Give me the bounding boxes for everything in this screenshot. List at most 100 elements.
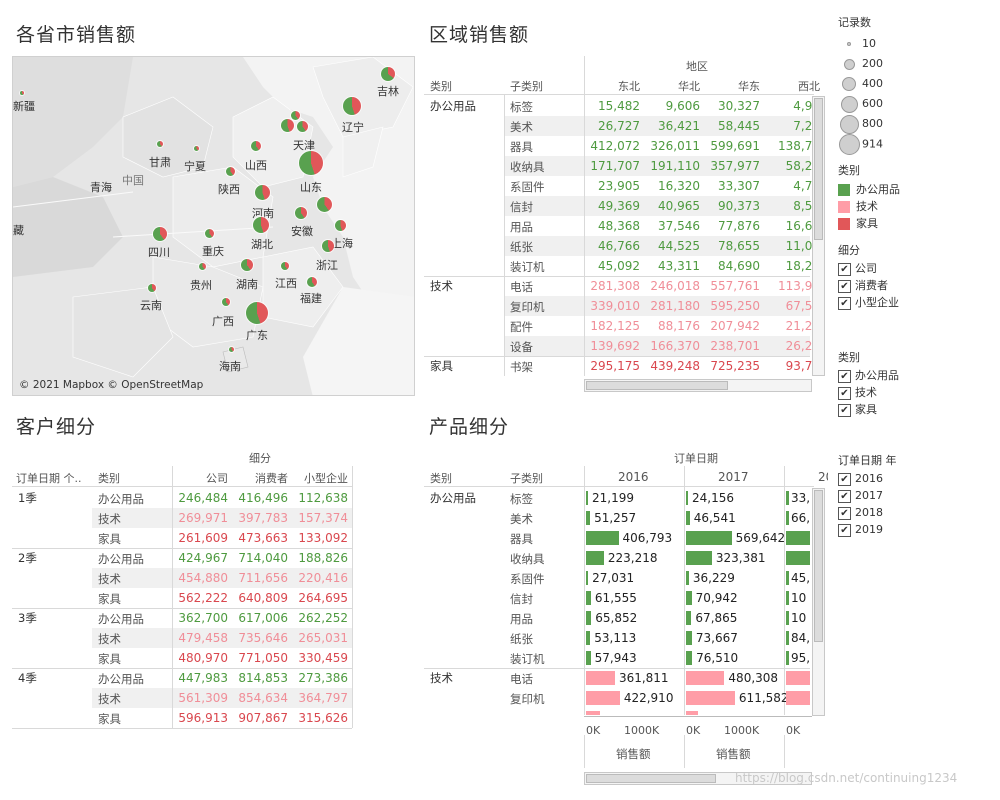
region-value-cell[interactable]: 33,307	[718, 179, 760, 193]
customer-category[interactable]: 办公用品	[98, 552, 144, 566]
region-subcategory[interactable]: 复印机	[510, 300, 545, 314]
customer-category[interactable]: 技术	[98, 572, 121, 586]
region-subcategory[interactable]: 系固件	[510, 180, 545, 194]
pie-marker-jiangxi[interactable]	[281, 262, 289, 270]
pie-marker-guizhou[interactable]	[199, 263, 206, 270]
region-subcategory[interactable]: 标签	[510, 100, 533, 114]
region-value-cell[interactable]: 295,175	[590, 359, 640, 373]
customer-value-cell[interactable]: 814,853	[238, 671, 288, 685]
product-bar-2016[interactable]	[586, 651, 591, 665]
product-bar-2018[interactable]	[786, 531, 810, 545]
product-bar-2018[interactable]	[786, 611, 789, 625]
pie-marker-xinjiang[interactable]	[20, 91, 24, 95]
region-value-cell[interactable]: 58,445	[718, 119, 760, 133]
product-subcategory[interactable]: 系固件	[510, 572, 545, 586]
region-value-cell[interactable]: 77,876	[718, 219, 760, 233]
region-value-cell[interactable]: 599,691	[710, 139, 760, 153]
product-horizontal-scroll-thumb[interactable]	[586, 774, 716, 783]
category-legend-item[interactable]: 家具	[838, 215, 988, 232]
product-subcategory[interactable]: 装订机	[510, 652, 545, 666]
product-subcategory[interactable]: 信封	[510, 592, 533, 606]
region-vertical-scroll-thumb[interactable]	[814, 98, 823, 240]
pie-marker-chongqing[interactable]	[205, 229, 214, 238]
customer-value-cell[interactable]: 473,663	[238, 531, 288, 545]
pie-marker-shaanxi[interactable]	[226, 167, 235, 176]
region-vertical-scrollbar[interactable]	[812, 96, 825, 376]
product-bar-2017[interactable]	[686, 511, 690, 525]
customer-value-cell[interactable]: 454,880	[178, 571, 228, 585]
customer-value-cell[interactable]: 265,031	[298, 631, 348, 645]
product-subcategory[interactable]: 器具	[510, 532, 533, 546]
product-bar-2016[interactable]	[586, 511, 591, 525]
customer-value-cell[interactable]: 246,484	[178, 491, 228, 505]
region-value-cell[interactable]: 78,655	[718, 239, 760, 253]
pie-marker-guangxi[interactable]	[222, 298, 230, 306]
product-bar-2018[interactable]	[786, 571, 789, 585]
region-value-cell[interactable]: 21,20	[785, 319, 820, 333]
customer-col-quarter[interactable]: 订单日期 个..	[16, 472, 82, 485]
region-subcategory[interactable]: 信封	[510, 200, 533, 214]
pie-marker-guangdong[interactable]	[246, 302, 268, 324]
region-horizontal-scroll-thumb[interactable]	[586, 381, 728, 390]
customer-category[interactable]: 技术	[98, 632, 121, 646]
category-filter-option[interactable]: ✔ 技术	[838, 384, 988, 401]
product-bar-2016[interactable]	[586, 551, 604, 565]
checkbox-checked-icon[interactable]: ✔	[838, 262, 851, 276]
product-subcategory[interactable]: 纸张	[510, 632, 533, 646]
product-bar-2017[interactable]	[686, 631, 692, 645]
region-value-cell[interactable]: 171,707	[590, 159, 640, 173]
year-filter-option[interactable]: ✔ 2017	[838, 487, 988, 504]
region-value-cell[interactable]: 43,311	[658, 259, 700, 273]
region-subcategory[interactable]: 设备	[510, 340, 533, 354]
region-subcategory[interactable]: 用品	[510, 220, 533, 234]
customer-value-cell[interactable]: 640,809	[238, 591, 288, 605]
region-value-cell[interactable]: 595,250	[710, 299, 760, 313]
product-subcategory[interactable]: 美术	[510, 512, 533, 526]
customer-value-cell[interactable]: 269,971	[178, 511, 228, 525]
customer-value-cell[interactable]: 447,983	[178, 671, 228, 685]
product-bar-2016[interactable]	[586, 611, 592, 625]
product-bar-2016[interactable]	[586, 631, 591, 645]
product-bar-2017[interactable]	[686, 551, 712, 565]
customer-value-cell[interactable]: 112,638	[298, 491, 348, 505]
pie-marker-tianjin[interactable]	[297, 121, 308, 132]
pie-marker-henan[interactable]	[255, 185, 270, 200]
region-value-cell[interactable]: 36,421	[658, 119, 700, 133]
region-col-2[interactable]: 华东	[738, 80, 760, 93]
region-value-cell[interactable]: 67,52	[785, 299, 820, 313]
product-bar-2016[interactable]	[586, 591, 591, 605]
region-value-cell[interactable]: 46,766	[598, 239, 640, 253]
customer-value-cell[interactable]: 362,700	[178, 611, 228, 625]
customer-value-cell[interactable]: 220,416	[298, 571, 348, 585]
category-legend-item[interactable]: 办公用品	[838, 181, 988, 198]
region-value-cell[interactable]: 37,546	[658, 219, 700, 233]
region-subcategory[interactable]: 配件	[510, 320, 533, 334]
product-year-header[interactable]: 2016	[618, 470, 649, 484]
customer-col-segment[interactable]: 消费者	[255, 472, 288, 485]
product-bar-2017[interactable]	[686, 691, 735, 705]
region-value-cell[interactable]: 166,370	[650, 339, 700, 353]
pie-marker-beijing[interactable]	[291, 111, 300, 120]
count-legend-item[interactable]: 800	[838, 114, 988, 134]
customer-quarter-label[interactable]: 3季	[18, 611, 37, 625]
region-category-label[interactable]: 办公用品	[430, 99, 476, 113]
customer-value-cell[interactable]: 188,826	[298, 551, 348, 565]
region-value-cell[interactable]: 49,369	[598, 199, 640, 213]
customer-category[interactable]: 办公用品	[98, 492, 144, 506]
product-bar-2016[interactable]	[586, 491, 588, 505]
province-map[interactable]: 新疆 吉林 辽宁 甘肃 宁夏 山西 天津 青海 中国 陕西 山东 藏 河南 安徽…	[12, 56, 415, 396]
pie-marker-hebei[interactable]	[281, 119, 294, 132]
region-value-cell[interactable]: 113,92	[778, 279, 820, 293]
customer-value-cell[interactable]: 424,967	[178, 551, 228, 565]
checkbox-checked-icon[interactable]: ✔	[838, 506, 851, 520]
region-col-0[interactable]: 东北	[618, 80, 640, 93]
region-value-cell[interactable]: 48,368	[598, 219, 640, 233]
product-subcategory[interactable]: 收纳具	[510, 552, 545, 566]
product-bar-2017[interactable]	[686, 531, 732, 545]
product-year-header[interactable]: 2018	[818, 470, 828, 484]
year-filter-option[interactable]: ✔ 2018	[838, 504, 988, 521]
pie-marker-yunnan[interactable]	[148, 284, 156, 292]
region-value-cell[interactable]: 357,977	[710, 159, 760, 173]
region-value-cell[interactable]: 281,180	[650, 299, 700, 313]
pie-marker-jiangsu[interactable]	[317, 197, 332, 212]
